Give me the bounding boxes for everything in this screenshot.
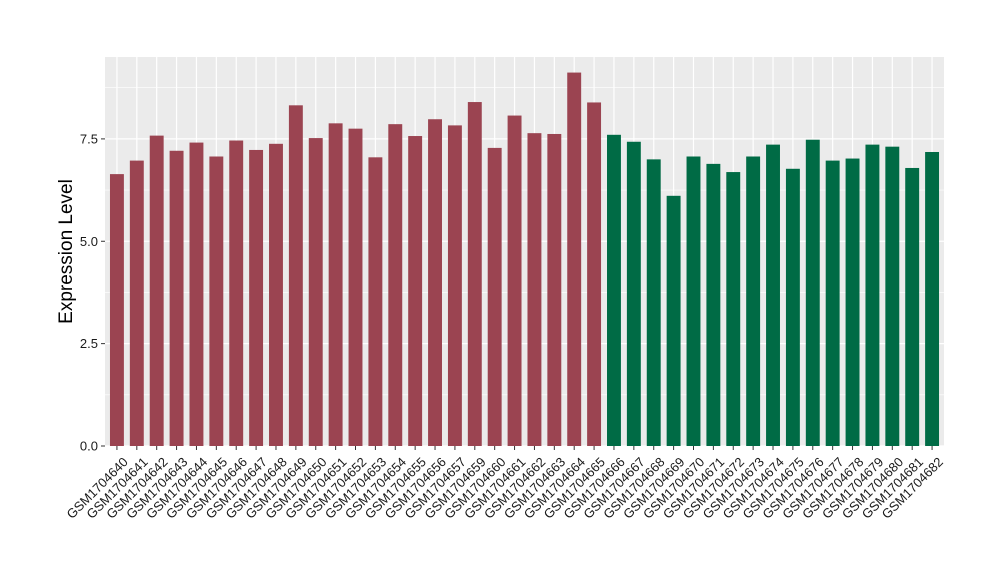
bar-GSM1704659 [467,102,482,446]
y-tick-label: 7.5 [80,131,98,146]
bar-GSM1704644 [189,142,204,446]
bar-GSM1704681 [905,167,920,447]
bar-GSM1704675 [785,168,800,446]
bar-GSM1704671 [706,163,721,447]
bar-GSM1704663 [547,133,562,446]
bar-GSM1704664 [567,72,582,446]
bar-GSM1704676 [805,139,820,446]
bar-GSM1704657 [447,125,462,446]
bar-GSM1704645 [209,156,224,446]
bar-GSM1704642 [149,135,164,446]
bar-GSM1704651 [328,123,343,446]
bar-GSM1704662 [527,133,542,446]
bar-GSM1704656 [428,119,442,447]
bars [109,72,940,447]
bar-GSM1704649 [288,105,303,446]
bar-GSM1704668 [646,159,661,447]
y-tick-label: 0.0 [80,439,98,454]
y-axis: 0.0 2.5 5.0 7.5 [80,131,105,454]
bar-GSM1704655 [408,136,423,446]
bar-GSM1704653 [368,157,383,447]
bar-GSM1704646 [229,140,244,446]
bar-GSM1704679 [865,144,880,446]
plot-background [105,57,944,446]
bar-GSM1704669 [666,195,681,446]
bar-GSM1704680 [885,146,900,446]
bar-GSM1704672 [726,172,741,446]
x-axis: GSM1704640GSM1704641GSM1704642GSM1704643… [63,446,946,522]
bar-GSM1704673 [746,156,761,446]
bar-GSM1704641 [129,160,144,446]
bar-GSM1704667 [626,141,641,446]
bar-GSM1704640 [109,174,124,446]
y-axis-title: Expression Level [56,179,77,324]
bar-GSM1704665 [587,102,602,447]
bar-GSM1704677 [825,160,840,446]
bar-GSM1704674 [766,144,780,446]
bar-GSM1704650 [308,138,323,446]
bar-GSM1704654 [388,124,403,446]
bar-GSM1704670 [686,156,701,446]
bar-GSM1704661 [507,115,522,446]
bar-GSM1704648 [269,143,283,447]
bar-GSM1704660 [487,147,502,447]
bar-GSM1704666 [607,134,621,447]
y-tick-label: 5.0 [80,234,98,249]
bar-GSM1704682 [925,151,940,446]
bar-GSM1704652 [348,128,363,446]
bar-GSM1704647 [249,149,264,446]
bar-GSM1704678 [845,158,860,446]
bar-GSM1704643 [169,150,184,446]
y-tick-label: 2.5 [80,336,98,351]
